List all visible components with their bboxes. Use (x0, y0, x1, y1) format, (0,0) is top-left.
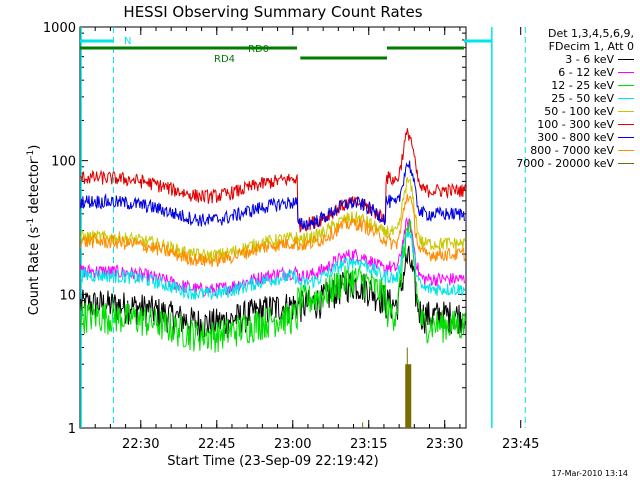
legend-item: 6 - 12 keV (469, 66, 634, 79)
x-tick-label: 22:30 (122, 437, 159, 452)
legend: Det 1,3,4,5,6,9, FDecim 1, Att 0 3 - 6 k… (469, 27, 634, 170)
legend-swatch (618, 150, 634, 151)
series-line-s4 (80, 230, 466, 300)
legend-label: 25 - 50 keV (551, 92, 614, 105)
legend-rows: 3 - 6 keV 6 - 12 keV 12 - 25 keV 25 - 50 ke… (469, 53, 634, 170)
series-line-s7 (80, 160, 466, 231)
legend-label: 300 - 800 keV (537, 131, 614, 144)
chart-title: HESSI Observing Summary Count Rates (123, 3, 423, 21)
y-tick-label: 10 (59, 288, 76, 303)
legend-swatch (618, 124, 634, 125)
legend-item: 800 - 7000 keV (469, 144, 634, 157)
legend-swatch (618, 85, 634, 86)
legend-header-decimation: FDecim 1, Att 0 (548, 40, 634, 53)
legend-label: 3 - 6 keV (565, 53, 614, 66)
legend-label: 100 - 300 keV (537, 118, 614, 131)
series-line-s3 (80, 220, 466, 353)
legend-swatch (618, 98, 634, 99)
rd0-label: RD0 (248, 44, 269, 55)
x-tick-label: 22:45 (198, 437, 235, 452)
legend-swatch (618, 137, 634, 138)
y-tick-label: 1 (68, 422, 76, 437)
legend-item: 50 - 100 keV (469, 105, 634, 118)
x-tick-label: 23:45 (502, 437, 539, 452)
legend-item: 25 - 50 keV (469, 92, 634, 105)
legend-label: 6 - 12 keV (558, 66, 614, 79)
series-group (80, 128, 466, 353)
timestamp: 17-Mar-2010 13:14 (551, 469, 629, 478)
rd4-label: RD4 (214, 54, 235, 65)
legend-swatch (618, 163, 634, 164)
legend-label: 12 - 25 keV (551, 79, 614, 92)
legend-label: 50 - 100 keV (544, 105, 614, 118)
legend-swatch (618, 59, 634, 60)
y-tick-label: 1000 (43, 21, 76, 36)
legend-label: 800 - 7000 keV (530, 144, 614, 157)
x-tick-label: 23:30 (426, 437, 463, 452)
legend-swatch (618, 72, 634, 73)
legend-item: 100 - 300 keV (469, 118, 634, 131)
series-bar-s9 (405, 364, 412, 428)
x-tick-label: 23:15 (350, 437, 387, 452)
y-tick-label: 100 (51, 155, 76, 170)
plot-frame (79, 26, 467, 429)
legend-header-detectors: Det 1,3,4,5,6,9, (547, 27, 634, 40)
night-label: N (124, 36, 131, 47)
legend-item: 3 - 6 keV (469, 53, 634, 66)
series-line-s8 (80, 193, 466, 268)
y-axis-label: Count Rate (s-1 detector-1) (25, 144, 43, 316)
x-axis-label: Start Time (23-Sep-09 22:19:42) (167, 454, 379, 469)
legend-item: 7000 - 20000 keV (469, 157, 634, 170)
series-line-s6 (80, 128, 466, 234)
legend-item: 12 - 25 keV (469, 79, 634, 92)
series-line-s5 (80, 176, 466, 263)
x-tick-label: 23:00 (274, 437, 311, 452)
legend-item: 300 - 800 keV (469, 131, 634, 144)
legend-label: 7000 - 20000 keV (516, 157, 614, 170)
legend-swatch (618, 111, 634, 112)
